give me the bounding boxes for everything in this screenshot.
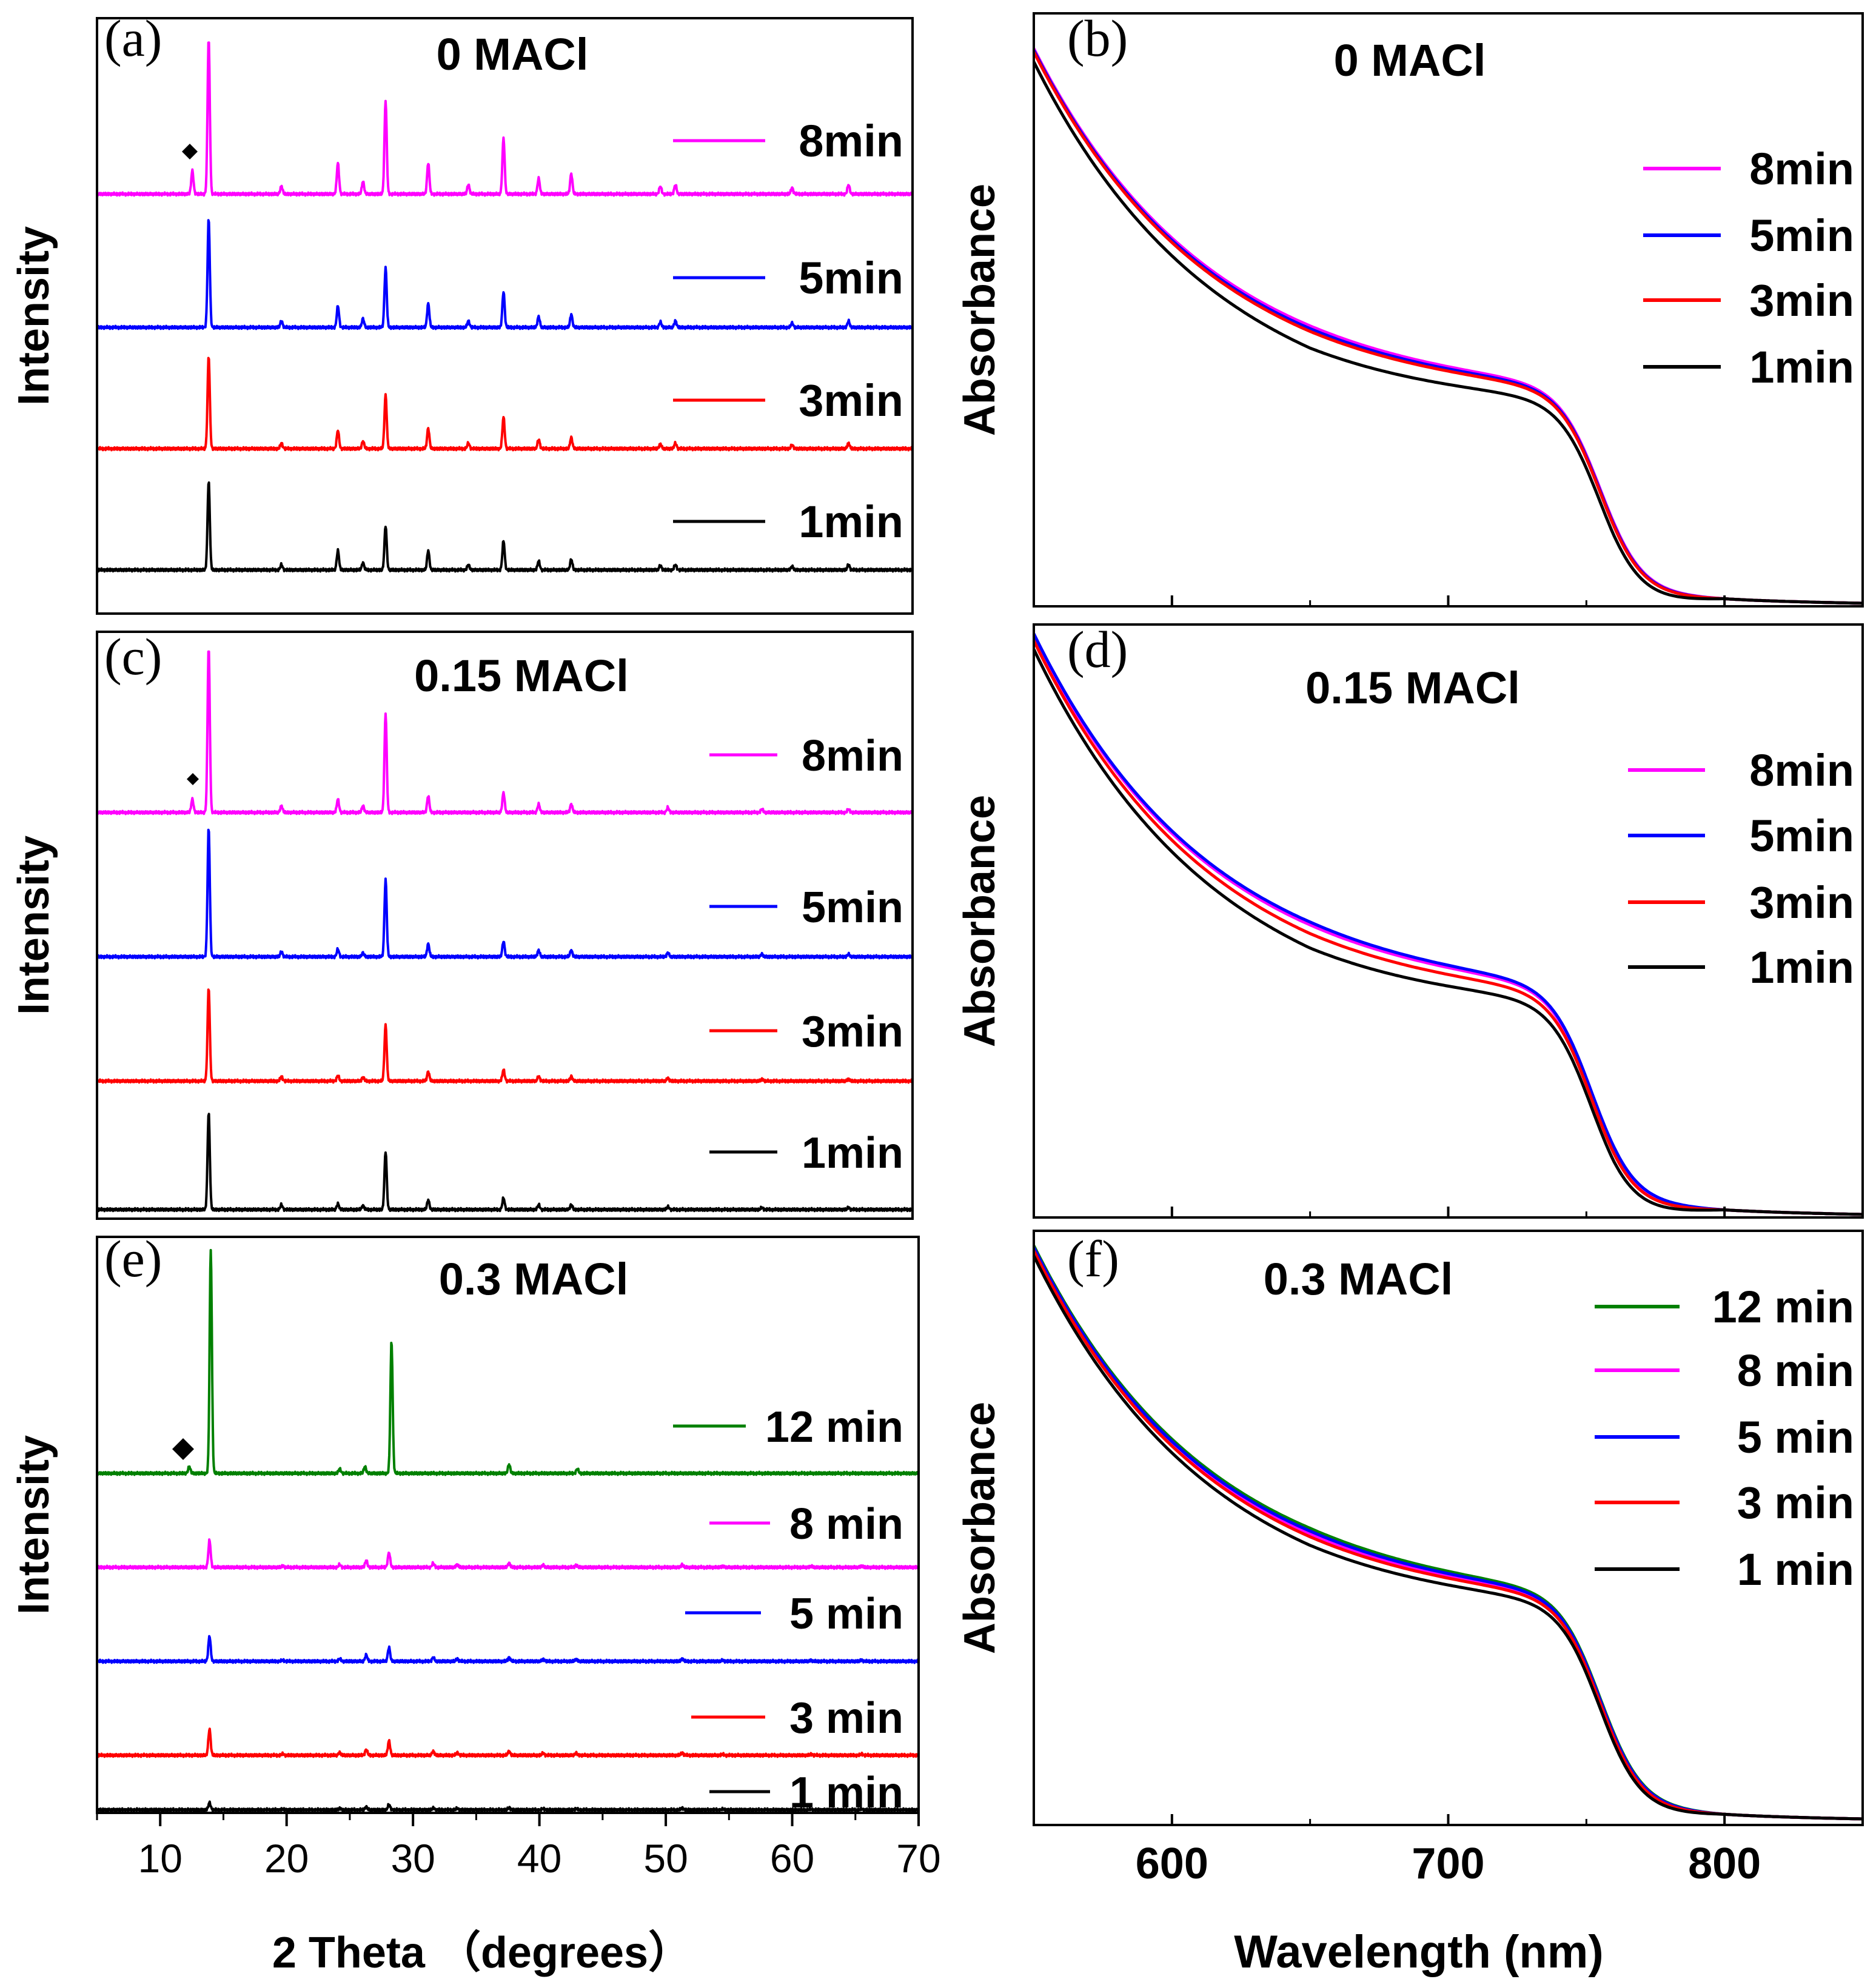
panel-label: (c) xyxy=(104,628,162,686)
xrd-series-line xyxy=(96,1727,920,1758)
legend-label: 5min xyxy=(1749,811,1854,861)
legend-label: 1 min xyxy=(789,1769,903,1817)
legend-label: 5min xyxy=(802,883,903,932)
y-axis-label: Absorbance xyxy=(956,184,1004,436)
legend-label: 8min xyxy=(1749,745,1854,795)
y-axis-label: Absorbance xyxy=(956,1402,1004,1654)
legend-label: 5 min xyxy=(1737,1412,1854,1462)
x-tick-label: 10 xyxy=(138,1836,183,1881)
abs-series-line xyxy=(1032,648,1863,1216)
abs-series-line xyxy=(1032,1247,1863,1821)
panel-label: (f) xyxy=(1067,1230,1119,1288)
x-tick-label: 50 xyxy=(643,1836,688,1881)
legend-label: 8 min xyxy=(1737,1345,1854,1396)
legend-label: 1 min xyxy=(1737,1544,1854,1595)
xrd-series-line xyxy=(96,481,914,573)
legend-label: 3min xyxy=(799,375,903,426)
abs-series-line xyxy=(1032,51,1863,605)
y-axis-label: Intensity xyxy=(10,835,58,1015)
legend-label: 3min xyxy=(1749,877,1854,928)
panel-label: (d) xyxy=(1067,620,1128,678)
abs-series-line xyxy=(1032,61,1863,605)
x-tick-label: 20 xyxy=(264,1836,309,1881)
x-axis-label: Wavelength (nm) xyxy=(1234,1926,1603,1978)
diamond-marker xyxy=(182,144,198,159)
legend-label: 1min xyxy=(1749,342,1854,392)
plot-frame-5 xyxy=(1033,1230,1864,1826)
xrd-series-line xyxy=(96,219,914,330)
plot-frame-0 xyxy=(96,17,914,615)
x-axis-label: 2 Theta （degrees） xyxy=(272,1929,692,1977)
y-axis-label: Intensity xyxy=(10,226,58,406)
xrd-series-line xyxy=(96,1113,914,1213)
legend-label: 12 min xyxy=(1712,1282,1854,1332)
legend-label: 8 min xyxy=(789,1500,903,1549)
xrd-panel-4: 12 min 8 min 5 min 3 min 1 min (e) 0.3 MACl Int… xyxy=(10,1230,941,1977)
panel-title: 0.15 MACl xyxy=(414,651,629,701)
plot-frame-4 xyxy=(96,1236,920,1814)
y-axis-label: Absorbance xyxy=(956,795,1004,1047)
panel-title: 0 MACl xyxy=(1334,35,1486,85)
abs-series-line xyxy=(1032,1248,1863,1821)
abs-panel-5: 12 min 8 min 5 min 3 min 1 min (f) 0.3 MACl Abs… xyxy=(956,1230,1863,1978)
x-tick-label: 60 xyxy=(770,1836,814,1881)
legend-label: 1min xyxy=(799,497,903,547)
x-tick-label: 700 xyxy=(1412,1840,1484,1888)
x-tick-label: 40 xyxy=(517,1836,561,1881)
diamond-marker xyxy=(172,1438,194,1460)
panel-title: 0 MACl xyxy=(437,29,589,79)
abs-series-line xyxy=(1032,1255,1863,1821)
plot-frame-1 xyxy=(1033,12,1864,608)
x-tick-label: 70 xyxy=(896,1836,940,1881)
xrd-series-line xyxy=(96,357,914,452)
panel-title: 0.15 MACl xyxy=(1305,663,1520,713)
plot-frame-2 xyxy=(96,631,914,1220)
abs-series-line xyxy=(1032,47,1863,605)
abs-panel-3: 8min 5min 3min 1min (d) 0.15 MACl Absorbance xyxy=(956,620,1863,1217)
abs-panel-1: 8min 5min 3min 1min (b) 0 MACl Absorbance xyxy=(956,9,1863,606)
x-tick-label: 600 xyxy=(1136,1840,1208,1888)
x-tick-label: 30 xyxy=(390,1836,435,1881)
abs-series-line xyxy=(1032,632,1863,1216)
xrd-panel-2: 8min 5min 3min 1min (c) 0.15 MACl Intensity xyxy=(10,628,914,1213)
abs-series-line xyxy=(1032,49,1863,605)
legend-label: 3 min xyxy=(1737,1478,1854,1528)
xrd-series-line xyxy=(96,1800,920,1813)
legend-label: 3min xyxy=(802,1008,903,1056)
legend-label: 8min xyxy=(802,732,903,780)
legend-label: 8min xyxy=(799,116,903,166)
panel-title: 0.3 MACl xyxy=(1264,1254,1453,1304)
abs-series-line xyxy=(1032,1250,1863,1821)
xrd-series-line xyxy=(96,828,914,960)
abs-series-line xyxy=(1032,640,1863,1216)
legend-label: 1min xyxy=(802,1129,903,1177)
xrd-series-line xyxy=(96,1635,920,1664)
xrd-series-line xyxy=(96,1538,920,1570)
legend-label: 3min xyxy=(1749,275,1854,326)
plot-frame-3 xyxy=(1033,623,1864,1219)
xrd-series-line xyxy=(96,988,914,1084)
x-tick-label: 800 xyxy=(1688,1840,1761,1888)
legend-label: 12 min xyxy=(765,1403,903,1452)
y-axis-label: Intensity xyxy=(10,1435,58,1615)
legend-label: 5min xyxy=(799,253,903,303)
xrd-series-line xyxy=(96,41,914,197)
legend-label: 3 min xyxy=(789,1694,903,1743)
xrd-series-line xyxy=(96,1248,920,1476)
legend-label: 5 min xyxy=(789,1590,903,1638)
panel-title: 0.3 MACl xyxy=(439,1254,629,1304)
xrd-series-line xyxy=(96,650,914,815)
legend-label: 5min xyxy=(1749,210,1854,261)
abs-series-line xyxy=(1032,634,1863,1216)
panel-label: (e) xyxy=(104,1230,162,1288)
legend-label: 1min xyxy=(1749,942,1854,993)
diamond-marker xyxy=(187,773,199,785)
legend-label: 8min xyxy=(1749,144,1854,194)
panel-label: (b) xyxy=(1067,9,1128,67)
